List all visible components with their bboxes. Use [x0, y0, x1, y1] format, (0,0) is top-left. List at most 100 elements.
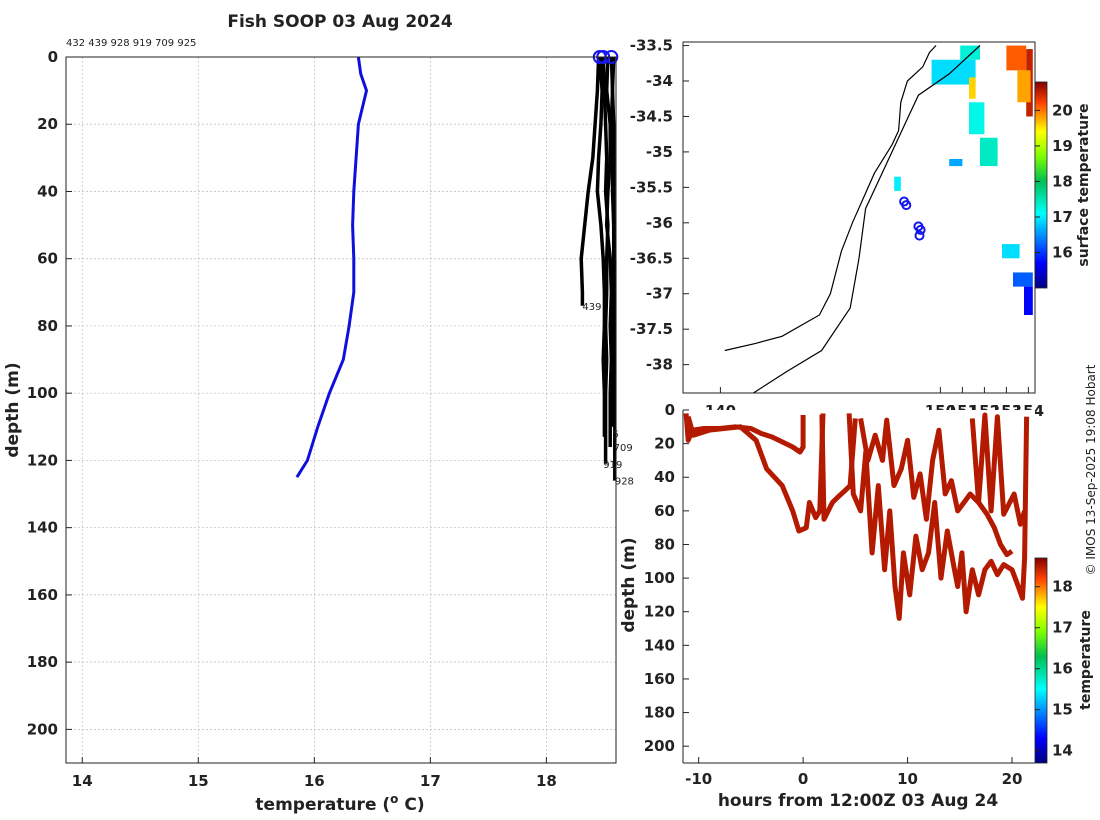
temperature-colorbar-tick-label: 14 [1052, 742, 1073, 760]
chart-title: Fish SOOP 03 Aug 2024 [227, 12, 453, 32]
map-y-tick-label: -37.5 [630, 320, 673, 338]
map-y-tick-label: -34 [646, 72, 673, 90]
profile-y-tick-label: 180 [27, 653, 58, 671]
map-tag-marker [901, 200, 912, 211]
timeseries-y-tick-label: 0 [665, 401, 675, 419]
timeseries-y-tick-label: 200 [644, 737, 675, 755]
sst-colorbar-label: surface temperature [1076, 103, 1092, 266]
profile-y-tick-label: 60 [37, 250, 58, 268]
sst-colorbar-tick-label: 19 [1052, 137, 1073, 155]
sst-patch [969, 77, 976, 99]
profile-x-tick-label: 17 [420, 772, 441, 790]
timeseries-y-tick-label: 100 [644, 569, 675, 587]
timeseries-y-tick-label: 80 [654, 535, 675, 553]
shelf-line [753, 45, 981, 393]
profile-x-tick-label: 15 [188, 772, 209, 790]
credit-text: © IMOS 13-Sep-2025 19:08 Hobart [1084, 364, 1098, 575]
coastline-line [724, 45, 937, 352]
tag-profile-line-432 [595, 56, 607, 437]
depth-track [685, 413, 826, 534]
temperature-colorbar-tick-label: 17 [1052, 619, 1073, 637]
profile-y-axis-label: depth (m) [3, 362, 23, 457]
sst-colorbar-tick-label: 17 [1052, 208, 1073, 226]
tag-id-list: 432 439 928 919 709 925 [66, 38, 196, 49]
tag-profile-line-925 [609, 56, 616, 427]
sst-patch [980, 137, 998, 167]
sst-colorbar-ticks: 16 17 18 19 20 [1035, 101, 1073, 261]
timeseries-x-ticks: -10 0 10 20 [685, 757, 1022, 788]
temperature-colorbar-label: temperature [1078, 610, 1094, 710]
timeseries-y-tick-label: 140 [644, 636, 675, 654]
sst-patch [1024, 286, 1033, 315]
coastline [724, 45, 981, 393]
timeseries-y-tick-label: 120 [644, 603, 675, 621]
sst-patch [1013, 272, 1033, 287]
timeseries-x-tick-label: 0 [798, 770, 808, 788]
depth-track [846, 413, 1030, 621]
tag-end-label: 928 [615, 477, 634, 488]
profile-y-tick-label: 160 [27, 586, 58, 604]
temperature-colorbar-tick-label: 15 [1052, 701, 1073, 719]
profile-x-tick-label: 16 [304, 772, 325, 790]
timeseries-y-tick-label: 160 [644, 670, 675, 688]
sst-colorbar-tick-label: 16 [1052, 243, 1073, 261]
timeseries-x-tick-label: -10 [685, 770, 712, 788]
x-label-main: temperature ( [255, 795, 390, 815]
map-y-tick-label: -37 [646, 285, 673, 303]
profile-x-ticks: 14 15 16 17 18 [72, 757, 557, 790]
timeseries-y-axis-label: depth (m) [619, 537, 639, 632]
map-y-tick-label: -33.5 [630, 37, 673, 55]
tag-end-label: 709 [614, 443, 633, 454]
timeseries-x-tick-label: 10 [897, 770, 918, 788]
profile-y-tick-label: 100 [27, 384, 58, 402]
timeseries-y-tick-label: 60 [654, 502, 675, 520]
map-tag-marker [915, 224, 926, 235]
profile-x-axis-label: temperature (o C) [255, 792, 424, 815]
timeseries-x-axis-label: hours from 12:00Z 03 Aug 24 [718, 791, 999, 811]
temperature-colorbar-tick-label: 18 [1052, 578, 1073, 596]
profile-y-tick-label: 80 [37, 317, 58, 335]
map-y-tick-label: -35 [646, 143, 673, 161]
profile-y-tick-label: 200 [27, 720, 58, 738]
timeseries-y-ticks: 0 20 40 60 80 100 120 140 160 180 200 [644, 401, 689, 755]
depth-track [858, 417, 1014, 558]
profile-series [295, 56, 369, 478]
tag-profile-line-919 [601, 56, 610, 464]
sst-patch [969, 102, 985, 135]
x-label-unit: C) [398, 795, 424, 815]
tag-profile-line-439 [579, 56, 601, 306]
x-label-degree: o [390, 792, 398, 806]
map-background [683, 42, 1035, 393]
profile-tag-lines [579, 56, 617, 481]
profile-grid [66, 56, 616, 763]
sst-colorbar-tick-label: 18 [1052, 172, 1073, 190]
depth-track [969, 412, 1027, 527]
profile-x-tick-label: 14 [72, 772, 93, 790]
profile-y-tick-label: 140 [27, 519, 58, 537]
map-tag-marker [914, 230, 925, 241]
map-tag-markers [899, 196, 926, 241]
map-y-tick-label: -35.5 [630, 178, 673, 196]
sst-patch [1006, 45, 1027, 71]
tag-end-label: 919 [603, 460, 622, 471]
sst-patch [1002, 244, 1020, 259]
profile-y-tick-label: 20 [37, 115, 58, 133]
temperature-colorbar [1034, 557, 1048, 764]
depth-track [819, 414, 858, 522]
map-y-tick-label: -38 [646, 356, 673, 374]
map-y-tick-label: -36 [646, 214, 673, 232]
map-y-ticks: -33.5 -34 -34.5 -35 -35.5 -36 -36.5 -37 -37.5 -38 [630, 37, 689, 374]
map-y-tick-label: -36.5 [630, 249, 673, 267]
profile-x-tick-label: 18 [536, 772, 557, 790]
sst-patch [960, 45, 980, 60]
profile-y-tick-label: 0 [48, 48, 58, 66]
sst-patch [894, 176, 901, 191]
temperature-colorbar-ticks: 14 15 16 17 18 [1035, 578, 1073, 760]
profile-y-ticks: 0 20 40 60 80 100 120 140 160 180 200 [27, 48, 72, 738]
profile-y-tick-label: 40 [37, 182, 58, 200]
map-y-tick-label: -34.5 [630, 107, 673, 125]
depth-tracks [683, 412, 1030, 621]
timeseries-x-tick-label: 20 [1002, 770, 1023, 788]
profile-y-tick-label: 120 [27, 451, 58, 469]
tag-end-label: 439 [582, 302, 601, 313]
